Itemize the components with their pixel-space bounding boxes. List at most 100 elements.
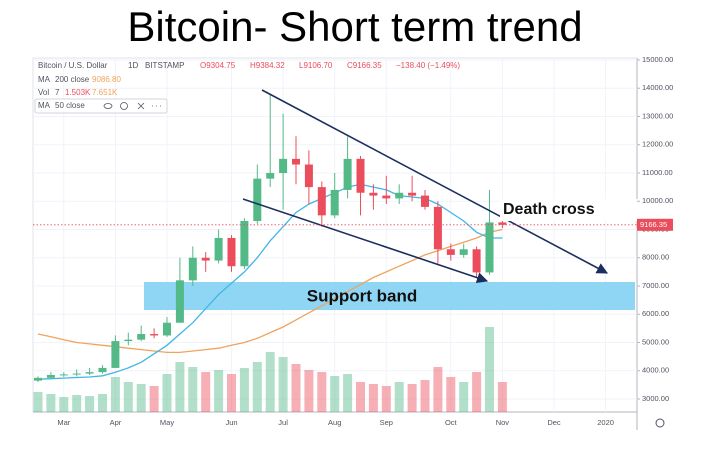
candle-body xyxy=(201,257,210,261)
volume-bar xyxy=(201,372,211,412)
lower-trendline xyxy=(242,198,489,284)
volume-bar xyxy=(485,327,494,412)
x-tick-label: Sep xyxy=(380,418,393,427)
candle-body xyxy=(498,222,507,225)
x-tick-label: Apr xyxy=(110,418,122,427)
volume-bar xyxy=(278,357,288,412)
volume-bar xyxy=(459,382,469,412)
candle-body xyxy=(421,195,429,207)
candle-body xyxy=(163,322,171,336)
candle-body xyxy=(188,257,197,281)
vol-params: 7 xyxy=(55,88,60,97)
candle-body xyxy=(395,192,404,199)
close-icon[interactable] xyxy=(137,102,145,110)
settings-gear[interactable] xyxy=(655,418,665,428)
candle-body xyxy=(382,195,391,199)
symbol: Bitcoin / U.S. Dollar xyxy=(38,61,108,70)
volume-bar xyxy=(33,392,43,412)
volume-bar xyxy=(72,395,82,412)
candle-body xyxy=(137,334,146,340)
candle-body xyxy=(446,249,455,255)
y-tick-label: 5000.00 xyxy=(642,337,669,346)
vol-value: 1.503K xyxy=(65,88,91,97)
candle-body xyxy=(459,249,468,255)
volume-bar xyxy=(420,380,430,412)
page-title: Bitcoin- Short term trend xyxy=(127,3,582,50)
candle-body xyxy=(472,249,481,273)
volume-bar xyxy=(356,382,365,412)
volume-bar xyxy=(46,394,56,412)
candle-body xyxy=(214,237,223,261)
candle-body xyxy=(150,334,159,336)
y-tick-label: 10000.00 xyxy=(642,196,673,205)
volume-bar xyxy=(343,374,353,412)
candle-body xyxy=(485,222,494,273)
candle-body xyxy=(227,237,236,267)
volume-bar xyxy=(239,368,249,412)
volume-bar xyxy=(162,374,172,412)
volume-bar xyxy=(123,382,133,412)
x-tick-label: Dec xyxy=(547,418,561,427)
x-tick-label: Jul xyxy=(278,418,288,427)
volume-bar xyxy=(330,376,340,412)
y-tick-label: 15000.00 xyxy=(642,55,673,64)
interval: 1D xyxy=(128,61,138,70)
vol-value-2: 7.651K xyxy=(92,88,118,97)
volume-bar xyxy=(175,362,185,412)
candle-body xyxy=(317,187,326,216)
candle-layer xyxy=(34,93,507,383)
candle-body xyxy=(124,339,133,342)
ma200-value: 9086.80 xyxy=(92,75,121,84)
x-tick-label: May xyxy=(160,418,174,427)
upper-trendline xyxy=(261,89,608,274)
support-band-label: Support band xyxy=(307,286,417,305)
volume-bar xyxy=(110,377,120,412)
candle-body xyxy=(59,374,68,376)
y-tick-label: 14000.00 xyxy=(642,83,673,92)
volume-bar xyxy=(472,372,482,412)
candle-body xyxy=(304,164,313,188)
candle-body xyxy=(330,189,339,216)
y-tick-label: 13000.00 xyxy=(642,111,673,120)
last-price-label: 9166.35 xyxy=(640,220,667,229)
volume-bar xyxy=(85,396,95,412)
x-tick-label: Jun xyxy=(225,418,237,427)
x-tick-label: Mar xyxy=(57,418,70,427)
volume-bar xyxy=(265,352,275,412)
volume-bar xyxy=(59,397,69,412)
candle-body xyxy=(175,280,184,323)
volume-bar xyxy=(136,384,146,412)
y-tick-label: 8000.00 xyxy=(642,253,669,262)
candle-body xyxy=(98,367,107,373)
volume-bar xyxy=(446,377,456,412)
settings-icon[interactable] xyxy=(120,102,128,110)
candle-body xyxy=(369,192,378,196)
candle-body xyxy=(343,158,352,190)
support-band xyxy=(144,282,635,310)
volume-bar xyxy=(433,367,443,412)
volume-bar xyxy=(214,370,224,412)
candle-body xyxy=(356,158,365,193)
ma200-name: MA xyxy=(38,75,51,84)
ohlc-low: L9106.70 xyxy=(299,61,333,70)
eye-icon[interactable] xyxy=(103,103,113,109)
y-tick-label: 3000.00 xyxy=(642,394,669,403)
y-tick-label: 11000.00 xyxy=(642,168,673,177)
volume-bar xyxy=(317,372,327,412)
death-cross-label: Death cross xyxy=(503,201,595,218)
ohlc-open: O9304.75 xyxy=(200,61,236,70)
chart-legend: Bitcoin / U.S. Dollar 1D BITSTAMP O9304.… xyxy=(34,61,460,114)
ma50-box[interactable] xyxy=(34,98,168,114)
candle-body xyxy=(292,158,300,165)
y-tick-label: 12000.00 xyxy=(642,140,673,149)
ma50-params: 50 close xyxy=(55,101,85,110)
x-tick-label: Nov xyxy=(496,418,510,427)
ma200-params: 200 close xyxy=(55,75,90,84)
volume-bar xyxy=(252,362,262,412)
x-tick-label: Oct xyxy=(445,418,458,427)
ma50-name: MA xyxy=(38,101,51,110)
candle-body xyxy=(433,206,442,250)
volume-bar xyxy=(368,384,378,412)
y-tick-label: 7000.00 xyxy=(642,281,669,290)
